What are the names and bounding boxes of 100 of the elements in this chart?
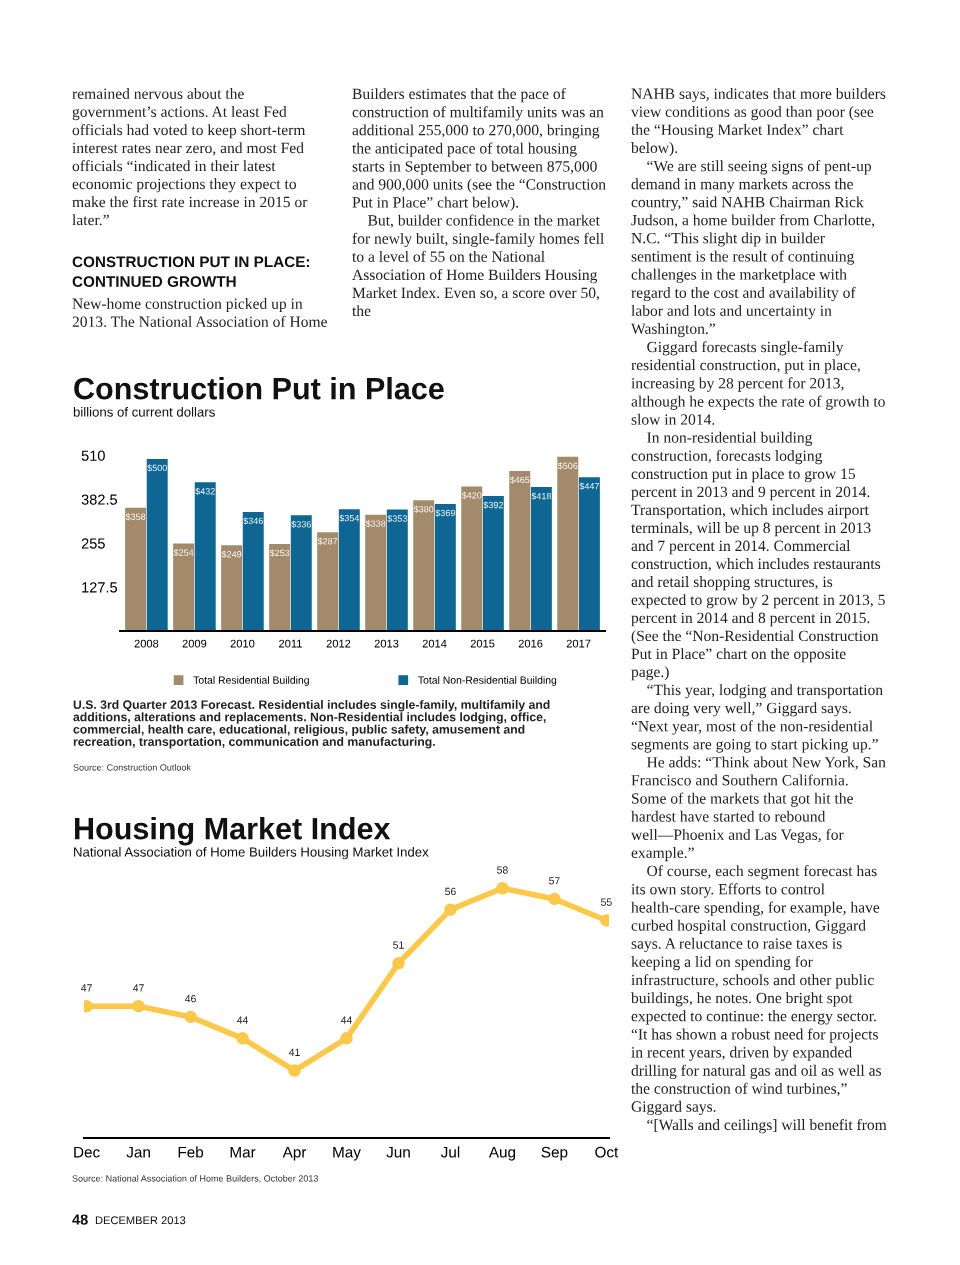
bar: [338, 509, 360, 631]
bar: [290, 515, 312, 631]
data-label: 51: [393, 941, 404, 949]
x-tick-label: Jul: [440, 1146, 460, 1158]
x-tick-label: Feb: [178, 1146, 204, 1158]
x-tick-label: 2013: [374, 639, 399, 648]
point: [236, 1032, 249, 1045]
data-label: $418: [531, 492, 552, 500]
bar: [194, 482, 216, 631]
bar: [461, 486, 483, 631]
bar: [482, 496, 504, 631]
data-label: $353: [387, 514, 407, 523]
x-tick-label: May: [333, 1146, 361, 1161]
bar: [365, 514, 387, 631]
bar: [434, 503, 456, 631]
bar: [221, 545, 243, 631]
text: NAHB says, indicates that more builders view conditions as good than poor (see the “Housing Market Index” chart below).: [631, 88, 886, 157]
legend-label: Total Non-Residential Building: [418, 676, 557, 686]
data-label: 58: [497, 866, 508, 874]
y-tick-label: 255: [81, 538, 105, 549]
text: “We are still seeing signs of pent-up demand in many markets across the country,” said NAHB Chairman Rick Judson, a home builder from Charlotte, N.C. “This slight dip in builder sentiment is the result of continuing challenges in the marketplace with regard to the cost and availability of labor and lots and uncertainty in Washington.”: [631, 160, 875, 338]
data-label: $336: [291, 520, 311, 529]
x-tick-label: Jan: [126, 1146, 150, 1158]
text: DECEMBER 2013: [95, 1216, 186, 1225]
text: But, builder confidence in the market for newly built, single-family homes fell to a level of 55 on the National Association of Home Builders Housing Market Index. Even so, a score over 50, the: [352, 214, 604, 317]
data-label: 56: [445, 887, 456, 896]
x-tick-label: 2008: [134, 639, 159, 648]
data-label: $506: [557, 462, 578, 470]
source-note: Source: National Association of Home Builders, October 2013: [72, 1175, 318, 1183]
data-label: $369: [435, 509, 455, 517]
x-tick-label: Mar: [230, 1146, 256, 1158]
data-label: $392: [483, 501, 503, 509]
data-label: 57: [549, 877, 560, 885]
bar: [578, 477, 600, 631]
data-label: $346: [243, 517, 263, 525]
chart-title: Housing Market Index: [75, 817, 391, 846]
x-tick-label: 2017: [566, 639, 591, 648]
data-label: $447: [579, 482, 599, 490]
point: [340, 1032, 353, 1045]
x-tick-label: Jun: [386, 1146, 410, 1158]
data-label: 47: [81, 984, 92, 992]
text: Builders estimates that the pace of construction of multifamily units was an additional 255,000 to 270,000, bringing the anticipated pace of total housing starts in September to between 875,000 and 900,000 units (see the “Construction Put in Place” chart below).: [352, 88, 606, 211]
x-tick-label: Apr: [282, 1146, 307, 1161]
data-label: $287: [317, 537, 338, 545]
bar: [413, 500, 435, 631]
bar: [146, 458, 168, 631]
x-tick-label: 2010: [230, 639, 255, 648]
text: U.S. 3rd Quarter 2013 Forecast. Residential includes single-family, multifamily and additions, alterations and replacements. Non-Residential includes lodging, office, commercial, health care, educational, religious, public safety, amusement and recreation, transportation, communication and manufacturing.: [73, 700, 550, 749]
text: remained nervous about the government’s actions. At least Fed officials had voted to keep short-term interest rates near zero, and most Fed officials “indicated in their latest economic projections they expect to make the first rate increase in 2015 or later.”: [72, 88, 308, 226]
point: [444, 903, 457, 916]
chart-subtitle: billions of current dollars: [73, 407, 215, 417]
x-tick-label: 2016: [518, 639, 543, 648]
text: New-home construction picked up in 2013. The National Association of Home: [72, 298, 327, 328]
legend-label: Total Residential Building: [193, 676, 309, 686]
data-label: 47: [133, 984, 144, 992]
data-label: 55: [601, 898, 612, 906]
data-label: $420: [461, 491, 482, 500]
x-tick-label: Dec: [74, 1146, 100, 1158]
text: He adds: “Think about New York, San Francisco and Southern California. Some of the markets that got hit the hardest have started to rebound well—Phoenix and Las Vegas, for example.”: [631, 756, 886, 862]
text: “[Walls and ceilings] will benefit from: [647, 1118, 887, 1134]
x-tick-label: 2012: [326, 639, 351, 648]
x-tick-label: Oct: [595, 1146, 619, 1158]
bar: [509, 470, 531, 631]
x-tick-label: Aug: [488, 1146, 516, 1161]
chart-title: Construction Put in Place: [74, 377, 444, 400]
bar: [269, 543, 291, 631]
data-label: $432: [195, 487, 215, 496]
point: [288, 1064, 301, 1077]
point: [548, 892, 561, 906]
x-tick-label: 2009: [182, 639, 207, 648]
data-label: $253: [269, 549, 290, 557]
bar: [386, 509, 408, 631]
data-label: $354: [339, 514, 360, 522]
data-label: 44: [340, 1016, 352, 1024]
text: Of course, each segment forecast has its own story. Efforts to control health-care spending, for example, have curbed hospital construction, Giggard says. A reluctance to raise taxes is keeping a lid on spending for infrastructure, schools and other public buildings, he notes. One bright spot expected to continue: the energy sector. “It has shown a robust need for projects in recent years, driven by expanded drilling for natural gas and oil as well as the construction of wind turbines,” Giggard says.: [631, 865, 881, 1116]
point: [132, 999, 145, 1013]
y-tick-label: 127.5: [82, 582, 117, 593]
text: Giggard forecasts single-family residential construction, put in place, increasing by 28 percent for 2013, although he expects the rate of growth to slow in 2014.: [631, 341, 885, 425]
data-label: $249: [221, 550, 242, 559]
data-label: $338: [365, 520, 386, 528]
y-tick-label: 510: [81, 450, 105, 461]
x-tick-label: Sep: [541, 1146, 568, 1161]
data-label: $254: [173, 548, 194, 557]
data-label: 46: [185, 994, 196, 1003]
bar: [173, 543, 195, 631]
bar: [125, 507, 147, 631]
text: “This year, lodging and transportation are doing very well,” Giggard says. “Next year, most of the non-residential segments are going to start picking up.”: [631, 684, 883, 753]
x-tick-label: 2014: [422, 639, 447, 648]
data-label: 41: [288, 1048, 300, 1056]
point: [184, 1010, 197, 1024]
data-label: $500: [147, 464, 167, 472]
text: 48: [72, 1214, 88, 1225]
point: [392, 957, 405, 970]
bar: [530, 487, 552, 631]
source-note: Source: Construction Outlook: [73, 764, 191, 771]
data-label: 44: [236, 1016, 249, 1024]
x-tick-label: 2011: [279, 639, 302, 648]
data-label: $380: [413, 505, 434, 513]
bar: [242, 511, 264, 631]
chart-subtitle: National Association of Home Builders Housing Market Index: [74, 847, 429, 860]
